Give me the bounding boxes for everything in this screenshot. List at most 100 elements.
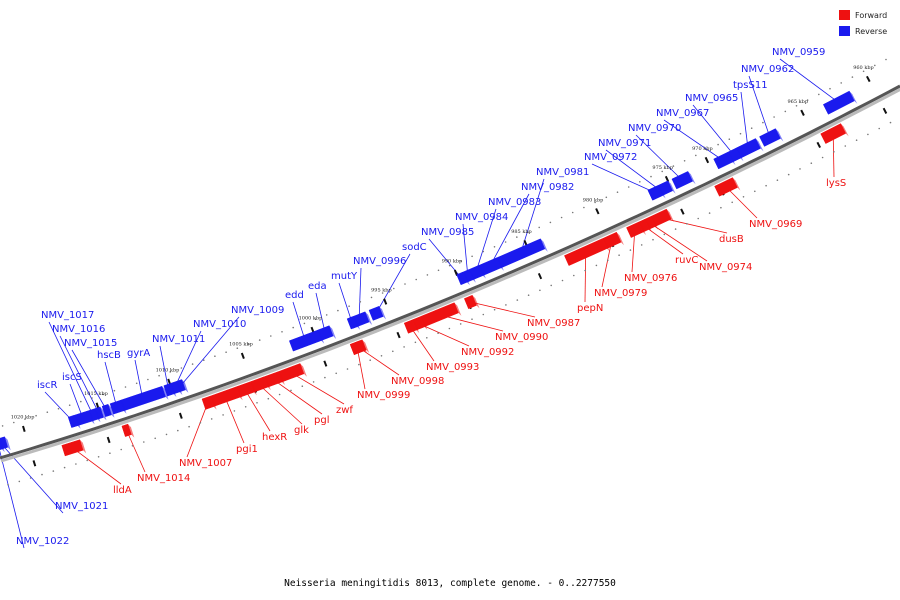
reverse-gene-label: NMV_1017 [41, 310, 94, 321]
forward-gene-label: NMV_0987 [527, 318, 580, 329]
tick-dot [281, 331, 283, 333]
NMV_1007-gene [201, 395, 217, 410]
backbone-shadow [0, 87, 900, 463]
reverse-gene-label: gyrA [127, 348, 150, 359]
zwf-leader [290, 372, 345, 405]
tick-dot [267, 397, 270, 400]
tick-dot [844, 145, 847, 147]
tick-dot [493, 246, 496, 248]
reverse-gene-label: NMV_0996 [353, 256, 406, 267]
forward-gene-label: NMV_0993 [426, 362, 479, 373]
tick-dot [799, 168, 801, 170]
scale-tick-label: 980 kbp [583, 197, 604, 203]
tick-dot [550, 284, 552, 287]
tick-dot [640, 244, 643, 246]
pgi1-leader [224, 396, 245, 444]
scale-tick-label: 1020 kbp [11, 414, 35, 420]
scale-tick-mark [704, 156, 710, 164]
scale-tick-mark [240, 352, 245, 359]
NMV_0970-gene [671, 171, 696, 190]
tick-dot [247, 343, 250, 346]
scale-tick-label: 985 kbp [511, 229, 532, 235]
tick-dot [312, 381, 315, 383]
NMV_0974-leader [649, 222, 708, 262]
scale-tick-mark [106, 436, 111, 444]
tick-dot [851, 76, 854, 78]
iscS-leader [69, 383, 84, 419]
tick-dot [471, 255, 473, 258]
tick-dot [818, 93, 820, 96]
tick-dot [177, 429, 179, 432]
tick-dot [222, 414, 224, 416]
tick-dot [728, 138, 731, 140]
tick-dot [717, 143, 719, 146]
tick-dot [663, 233, 666, 236]
tick-dot [1, 425, 4, 427]
glk-leader [258, 384, 303, 425]
tick-dot [878, 127, 880, 130]
reverse-gene-label: edd [285, 290, 304, 301]
NMV_0993-gene [403, 319, 420, 334]
tick-dot [214, 355, 216, 358]
edd-gene [288, 329, 325, 352]
tick-dot [158, 374, 160, 377]
tick-dot [739, 132, 742, 135]
scale-tick-mark [22, 425, 26, 432]
NMV_1015-leader [71, 349, 108, 411]
forward-gene-label: lysS [826, 178, 846, 189]
tick-dot [538, 226, 540, 229]
forward-gene-label: pgi1 [236, 444, 258, 455]
tick-dot [403, 346, 405, 348]
reverse-gene-label: NMV_0984 [455, 212, 508, 223]
tick-dot [720, 206, 722, 209]
tick-dot [314, 318, 317, 321]
genome-caption: Neisseria meningitidis 8013, complete ge… [284, 578, 616, 589]
tick-dot [358, 363, 360, 366]
tick-dot [109, 452, 111, 455]
tick-dot [885, 58, 887, 61]
tick-dot [191, 363, 194, 365]
tick-dot [583, 206, 585, 209]
reverse-gene-label: NMV_0965 [685, 93, 738, 104]
tick-dot [618, 254, 620, 256]
backbone-line [0, 84, 900, 460]
tick-dot [889, 121, 892, 124]
iscR-leader [44, 391, 74, 422]
NMV_0985-gene [456, 271, 470, 286]
scale-tick-mark [396, 331, 401, 339]
NMV_0983-leader [475, 208, 497, 273]
scale-tick-label: 990 kbp [442, 259, 463, 265]
reverse-gene-label: mutY [331, 271, 358, 282]
NMV_0987-gene [463, 294, 480, 310]
tick-dot [80, 400, 82, 403]
iscS-gene [73, 410, 95, 427]
scale-tick-mark [178, 412, 183, 419]
NMV_0969-gene [714, 177, 741, 197]
tick-dot [7, 484, 9, 486]
lysS-gene [820, 123, 849, 144]
tick-dot [135, 382, 138, 385]
scale-tick-label: 1010 kbp [156, 367, 180, 373]
tick-dot [35, 414, 37, 417]
tick-dot [303, 322, 306, 325]
lldA-gene [61, 439, 87, 457]
pepN-gene [564, 238, 610, 266]
tick-dot [369, 359, 372, 362]
label-leaders [0, 58, 840, 549]
tick-dot [833, 151, 835, 153]
tick-dot [706, 149, 708, 151]
gene-features [0, 90, 858, 457]
NMV_0972-leader [591, 163, 656, 194]
tick-dot [482, 250, 485, 253]
tick-dot [527, 294, 530, 297]
forward-gene-label: glk [294, 425, 309, 436]
tick-dot [840, 82, 842, 84]
NMV_0999-gene [349, 340, 368, 356]
tick-dot [605, 196, 608, 199]
tick-dot [147, 378, 149, 381]
reverse-gene-label: NMV_0985 [421, 227, 474, 238]
reverse-gene-label: NMV_0983 [488, 197, 541, 208]
tick-dot [57, 407, 60, 410]
tick-dot [742, 196, 745, 198]
